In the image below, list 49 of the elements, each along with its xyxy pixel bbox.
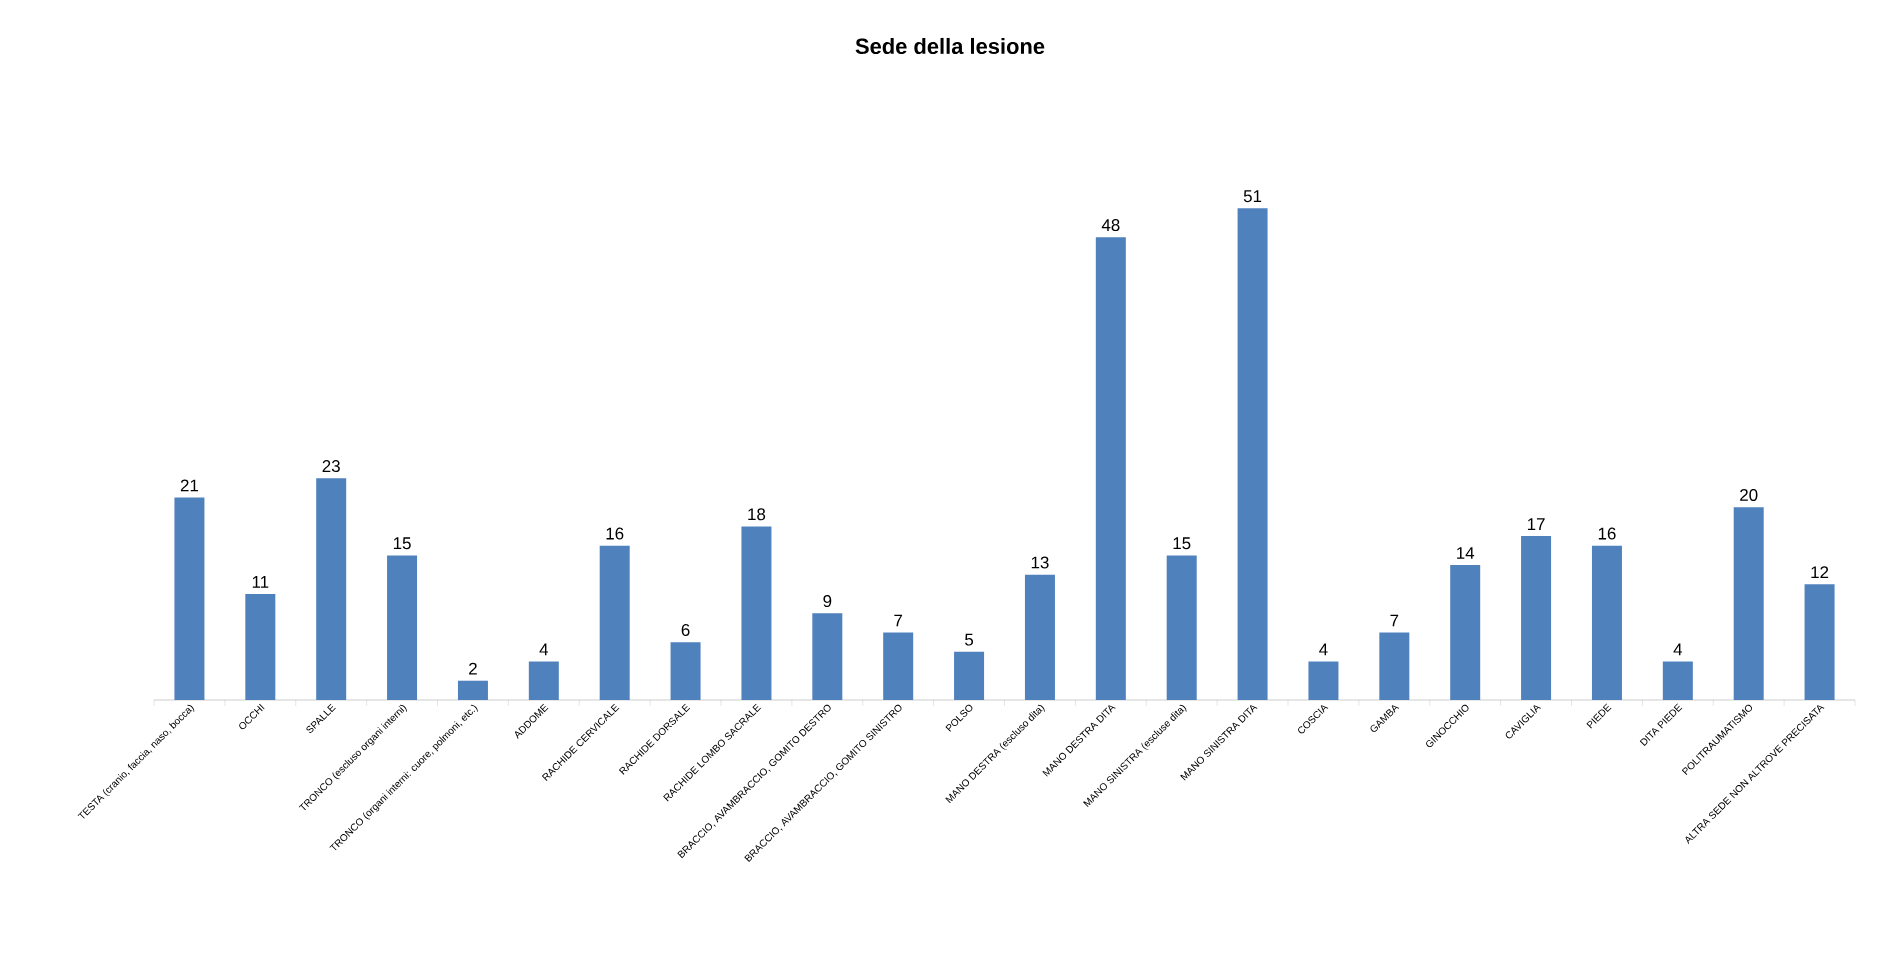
data-label: 2 [469,662,477,675]
data-label: 14 [1457,547,1475,559]
data-label: 23 [322,460,340,473]
data-label: 15 [393,537,411,550]
data-label: 4 [539,643,549,656]
data-label: 48 [1101,219,1120,232]
data-label: 21 [180,479,199,492]
data-label: 15 [1173,537,1191,550]
data-label: 16 [606,527,624,540]
bar [1591,545,1622,700]
data-label: 7 [894,614,903,627]
data-label: 18 [748,508,766,521]
bar [812,613,843,700]
data-label: 13 [1031,556,1049,569]
bar [1237,208,1268,700]
bar [174,497,205,700]
data-label: 4 [1319,643,1328,656]
bar [954,651,985,700]
data-label: 5 [965,633,974,646]
bar [1095,237,1126,700]
bar [1804,584,1835,700]
bar [316,478,347,700]
bar [245,593,276,700]
bar [1166,555,1197,700]
bar [670,642,701,700]
data-label: 20 [1740,488,1758,501]
data-label: 4 [1673,643,1683,656]
bar [457,680,488,700]
bar [1521,536,1552,700]
data-label: 51 [1243,190,1262,203]
bar [1662,661,1693,700]
bar [1450,565,1481,700]
bar [1733,507,1764,700]
chart-title: Sede della lesione [855,37,1045,55]
bar [1308,661,1339,700]
bar [528,661,559,700]
bar [387,555,418,700]
bar [599,545,630,700]
data-label: 11 [252,576,269,588]
bar [1379,632,1410,700]
bar [741,526,772,700]
data-label: 12 [1811,566,1829,579]
data-label: 9 [823,595,832,608]
bar [883,632,914,700]
data-label: 6 [681,623,690,636]
data-label: 16 [1598,527,1616,540]
data-label: 17 [1527,518,1545,530]
data-label: 7 [1390,614,1399,627]
bar [1024,574,1055,700]
